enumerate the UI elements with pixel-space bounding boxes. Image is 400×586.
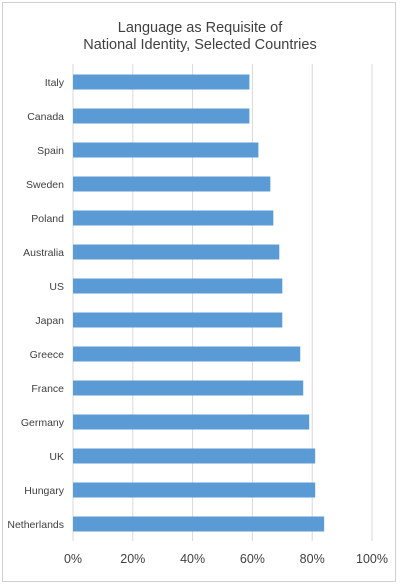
bar-hungary: [73, 482, 316, 498]
category-label: France: [31, 383, 64, 395]
x-tick-label: 40%: [180, 552, 205, 566]
x-tick-label: 20%: [120, 552, 145, 566]
bar-france: [73, 380, 304, 396]
x-tick-label: 0%: [64, 552, 82, 566]
x-tick-label: 100%: [356, 552, 388, 566]
category-label: Hungary: [24, 485, 64, 497]
chart-title: Language as Requisite of National Identi…: [0, 20, 400, 54]
category-label: Germany: [21, 417, 65, 429]
bar-germany: [73, 414, 310, 430]
category-labels: Italy Canada Spain Sweden Poland Australia US J…: [7, 77, 64, 531]
bar-greece: [73, 346, 301, 362]
bar-australia: [73, 244, 280, 260]
bar-canada: [73, 108, 250, 124]
bar-sweden: [73, 176, 271, 192]
chart-title-line-2: National Identity, Selected Countries: [83, 37, 317, 53]
category-label: Australia: [23, 247, 64, 259]
x-tick-label: 80%: [300, 552, 325, 566]
category-label: UK: [49, 451, 64, 463]
bar-italy: [73, 74, 250, 90]
bar-japan: [73, 312, 283, 328]
category-label: Italy: [45, 77, 65, 89]
category-label: US: [49, 281, 64, 293]
bar-netherlands: [73, 516, 325, 532]
bar-uk: [73, 448, 316, 464]
bars: [73, 74, 325, 532]
x-tick-labels: 0% 20% 40% 60% 80% 100%: [64, 552, 388, 566]
bar-us: [73, 278, 283, 294]
bar-poland: [73, 210, 274, 226]
category-label: Poland: [31, 213, 64, 225]
x-tick-label: 60%: [240, 552, 265, 566]
chart-title-line-1: Language as Requisite of: [117, 20, 283, 36]
category-label: Sweden: [26, 179, 64, 191]
category-label: Netherlands: [7, 519, 64, 531]
category-label: Spain: [37, 145, 64, 157]
gridlines: [72, 64, 373, 541]
category-label: Japan: [35, 315, 64, 327]
bar-spain: [73, 142, 259, 158]
category-label: Greece: [30, 349, 65, 361]
category-label: Canada: [27, 111, 64, 123]
